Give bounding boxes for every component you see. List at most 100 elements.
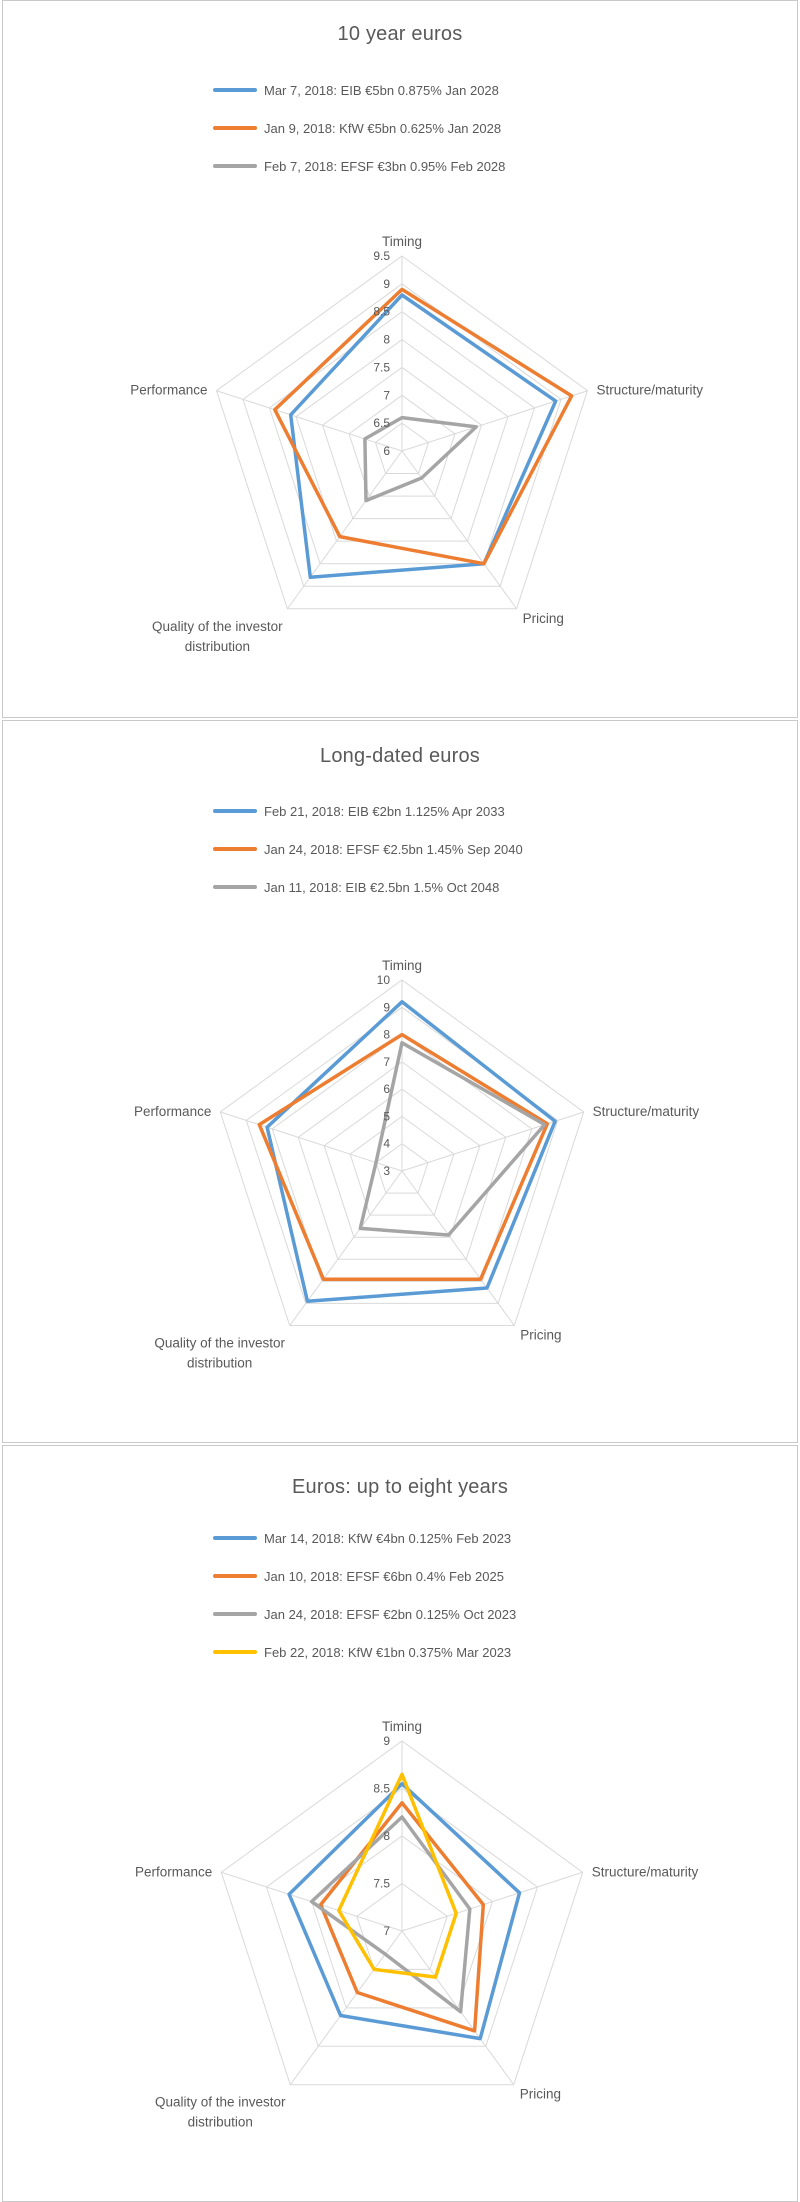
category-label: Performance	[135, 1864, 212, 1879]
axis-tick-label: 6	[383, 1082, 390, 1096]
category-label: distribution	[185, 639, 250, 654]
legend-label: Mar 14, 2018: KfW €4bn 0.125% Feb 2023	[264, 1530, 512, 1546]
radar-grid-ring	[219, 979, 585, 1326]
axis-tick-label: 6.5	[373, 416, 390, 430]
radar-grid-ring	[220, 1740, 584, 2086]
legend-label: Jan 10, 2018: EFSF €6bn 0.4% Feb 2025	[264, 1568, 504, 1584]
radar-grid-ring	[375, 1143, 429, 1194]
category-label: Structure/maturity	[596, 383, 703, 398]
legend-label: Feb 22, 2018: KfW €1bn 0.375% Mar 2023	[264, 1644, 512, 1660]
category-label: Timing	[382, 1719, 422, 1734]
legend-swatch	[213, 809, 257, 813]
category-label: Quality of the investor	[154, 1336, 285, 1351]
radar-chart: 9 8.5 8 7.5 7 Timing Structure/maturity Pricing…	[135, 1719, 699, 2130]
chart-panel-euros-up-to-eight-years: Euros: up to eight years Mar 14, 2018: K…	[2, 1445, 798, 2202]
legend-swatch	[213, 164, 257, 168]
legend-item: Mar 14, 2018: KfW €4bn 0.125% Feb 2023	[213, 1530, 516, 1546]
series-polygon-2	[358, 1041, 547, 1237]
series-polygon-3	[337, 1772, 458, 1979]
legend-item: Jan 11, 2018: EIB €2.5bn 1.5% Oct 2048	[213, 879, 523, 895]
legend-item: Feb 22, 2018: KfW €1bn 0.375% Mar 2023	[213, 1644, 516, 1660]
radar-grid-ring	[215, 255, 589, 610]
axis-tick-label: 8	[383, 1028, 390, 1042]
series-polygon-1	[318, 1801, 486, 2033]
category-label: Performance	[130, 383, 207, 398]
radar-axis-spoke	[220, 1111, 403, 1172]
category-label: distribution	[187, 1356, 252, 1371]
series-polygon-1	[257, 1032, 550, 1281]
series-polygon-1	[273, 287, 574, 566]
axis-tick-label: 9	[383, 1000, 390, 1014]
radar-axis-spoke	[401, 1170, 515, 1326]
axis-tick-label: 4	[383, 1137, 390, 1151]
legend-label: Feb 7, 2018: EFSF €3bn 0.95% Feb 2028	[264, 158, 506, 174]
chart-title: Long-dated euros	[320, 745, 480, 767]
axis-tick-label: 8.5	[373, 305, 390, 319]
category-label: Pricing	[520, 2087, 561, 2102]
legend-item: Jan 9, 2018: KfW €5bn 0.625% Jan 2028	[213, 120, 505, 136]
category-label: distribution	[188, 2115, 253, 2130]
legend-item: Jan 24, 2018: EFSF €2.5bn 1.45% Sep 2040	[213, 841, 523, 857]
chart-panel-long-dated-euros: Long-dated euros Feb 21, 2018: EIB €2bn …	[2, 720, 798, 1443]
axis-tick-label: 9	[383, 1734, 390, 1748]
axis-tick-label: 7.5	[373, 360, 390, 374]
radar-grid-ring	[265, 1787, 539, 2047]
legend-swatch	[213, 1536, 257, 1540]
radar-axis-spoke	[401, 1871, 583, 1932]
radar-axis-spoke	[289, 1930, 403, 2086]
axis-tick-label: 7	[383, 1924, 390, 1938]
legend-item: Feb 21, 2018: EIB €2bn 1.125% Apr 2033	[213, 803, 523, 819]
axis-tick-label: 3	[383, 1164, 390, 1178]
chart-legend: Mar 7, 2018: EIB €5bn 0.875% Jan 2028 Ja…	[213, 82, 505, 196]
radar-chart: 9.5 9 8.5 8 7.5 7 6.5 6 Timing Structure/maturity…	[130, 234, 703, 654]
category-label: Pricing	[520, 1328, 561, 1343]
axis-tick-label: 9	[383, 277, 390, 291]
axis-tick-label: 9.5	[373, 249, 390, 263]
axis-tick-label: 5	[383, 1109, 390, 1123]
radar-axis-spoke	[286, 450, 403, 610]
radar-grid-ring	[349, 1115, 455, 1216]
axis-tick-label: 7	[383, 1055, 390, 1069]
category-label: Timing	[382, 234, 422, 249]
radar-axis-spoke	[216, 390, 403, 452]
category-label: Quality of the investor	[152, 619, 283, 634]
category-label: Pricing	[523, 611, 564, 626]
legend-item: Mar 7, 2018: EIB €5bn 0.875% Jan 2028	[213, 82, 505, 98]
category-label: Structure/maturity	[592, 1864, 699, 1879]
axis-tick-label: 6	[383, 444, 390, 458]
legend-label: Feb 21, 2018: EIB €2bn 1.125% Apr 2033	[264, 803, 505, 819]
series-polygon-0	[288, 293, 558, 579]
legend-swatch	[213, 1650, 257, 1654]
legend-swatch	[213, 88, 257, 92]
chart-legend: Feb 21, 2018: EIB €2bn 1.125% Apr 2033 J…	[213, 803, 523, 917]
axis-tick-label: 7	[383, 388, 390, 402]
legend-label: Jan 9, 2018: KfW €5bn 0.625% Jan 2028	[264, 120, 502, 136]
legend-swatch	[213, 847, 257, 851]
legend-item: Jan 24, 2018: EFSF €2bn 0.125% Oct 2023	[213, 1606, 516, 1622]
series-polygon-0	[287, 1781, 522, 2041]
axis-tick-label: 8	[383, 333, 390, 347]
legend-item: Jan 10, 2018: EFSF €6bn 0.4% Feb 2025	[213, 1568, 516, 1584]
chart-legend: Mar 14, 2018: KfW €4bn 0.125% Feb 2023 J…	[213, 1530, 516, 1682]
legend-item: Feb 7, 2018: EFSF €3bn 0.95% Feb 2028	[213, 158, 505, 174]
chart-panel-10-year-euros: 10 year euros Mar 7, 2018: EIB €5bn 0.87…	[2, 0, 798, 718]
category-label: Structure/maturity	[593, 1104, 700, 1119]
radar-grid-ring	[356, 1882, 448, 1970]
axis-tick-label: 10	[377, 973, 391, 987]
legend-label: Jan 24, 2018: EFSF €2.5bn 1.45% Sep 2040	[264, 841, 523, 857]
radar-grid-ring	[271, 1033, 533, 1282]
radar-grid-ring	[295, 338, 509, 542]
legend-swatch	[213, 126, 257, 130]
radar-chart: 10 9 8 7 6 5 4 3 Timing Structure/maturity Pricing…	[134, 958, 700, 1371]
axis-tick-label: 8.5	[373, 1782, 390, 1796]
series-polygon-2	[363, 415, 478, 503]
radar-grid-ring	[323, 1088, 481, 1238]
axis-tick-label: 8	[383, 1829, 390, 1843]
legend-label: Jan 11, 2018: EIB €2.5bn 1.5% Oct 2048	[264, 879, 500, 895]
axis-tick-label: 7.5	[373, 1877, 390, 1891]
legend-swatch	[213, 885, 257, 889]
category-label: Timing	[382, 958, 422, 973]
category-label: Performance	[134, 1104, 211, 1119]
radar-grid-ring	[321, 366, 483, 520]
category-label: Quality of the investor	[155, 2095, 286, 2110]
